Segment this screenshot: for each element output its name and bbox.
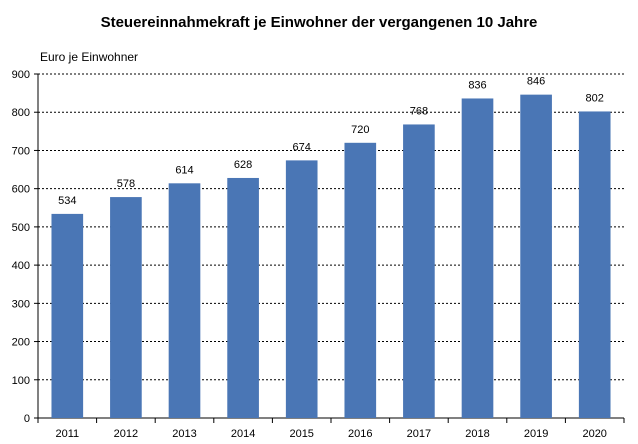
bar <box>285 160 318 419</box>
y-tick-label: 0 <box>24 413 30 425</box>
y-tick-label: 600 <box>12 184 30 196</box>
data-label: 768 <box>410 105 428 117</box>
data-label: 846 <box>527 76 545 88</box>
y-tick-label: 300 <box>12 298 30 310</box>
data-label: 674 <box>293 141 311 153</box>
bar <box>344 142 377 419</box>
y-tick-label: 800 <box>12 107 30 119</box>
bar <box>403 124 435 418</box>
bar <box>168 183 201 418</box>
y-tick-label: 500 <box>12 222 30 234</box>
bar <box>461 98 494 418</box>
data-label: 578 <box>117 178 135 190</box>
data-label: 836 <box>468 79 486 91</box>
y-tick-label: 200 <box>12 337 30 349</box>
chart-title: Steuereinnahmekraft je Einwohner der ver… <box>100 14 538 31</box>
x-tick-label: 2013 <box>172 428 196 440</box>
data-label: 802 <box>586 92 604 104</box>
x-tick-label: 2016 <box>348 428 372 440</box>
x-tick-label: 2019 <box>524 428 548 440</box>
bar <box>110 197 142 418</box>
x-tick-label: 2011 <box>55 428 79 440</box>
bar <box>227 177 259 418</box>
bar <box>51 213 84 418</box>
bar <box>578 111 611 419</box>
y-tick-label: 400 <box>12 260 30 272</box>
data-label: 628 <box>234 159 252 171</box>
y-axis-label: Euro je Einwohner <box>40 50 139 64</box>
x-tick-label: 2014 <box>231 428 255 440</box>
data-label: 614 <box>175 164 193 176</box>
x-tick-label: 2012 <box>114 428 138 440</box>
data-label: 534 <box>58 195 76 207</box>
x-tick-label: 2018 <box>465 428 489 440</box>
y-tick-label: 900 <box>12 69 30 81</box>
data-label: 720 <box>351 124 369 136</box>
x-tick-label: 2017 <box>407 428 431 440</box>
bar <box>520 94 552 418</box>
x-tick-label: 2015 <box>289 428 313 440</box>
x-tick-label: 2020 <box>582 428 606 440</box>
y-tick-label: 700 <box>12 145 30 157</box>
y-tick-label: 100 <box>12 375 30 387</box>
